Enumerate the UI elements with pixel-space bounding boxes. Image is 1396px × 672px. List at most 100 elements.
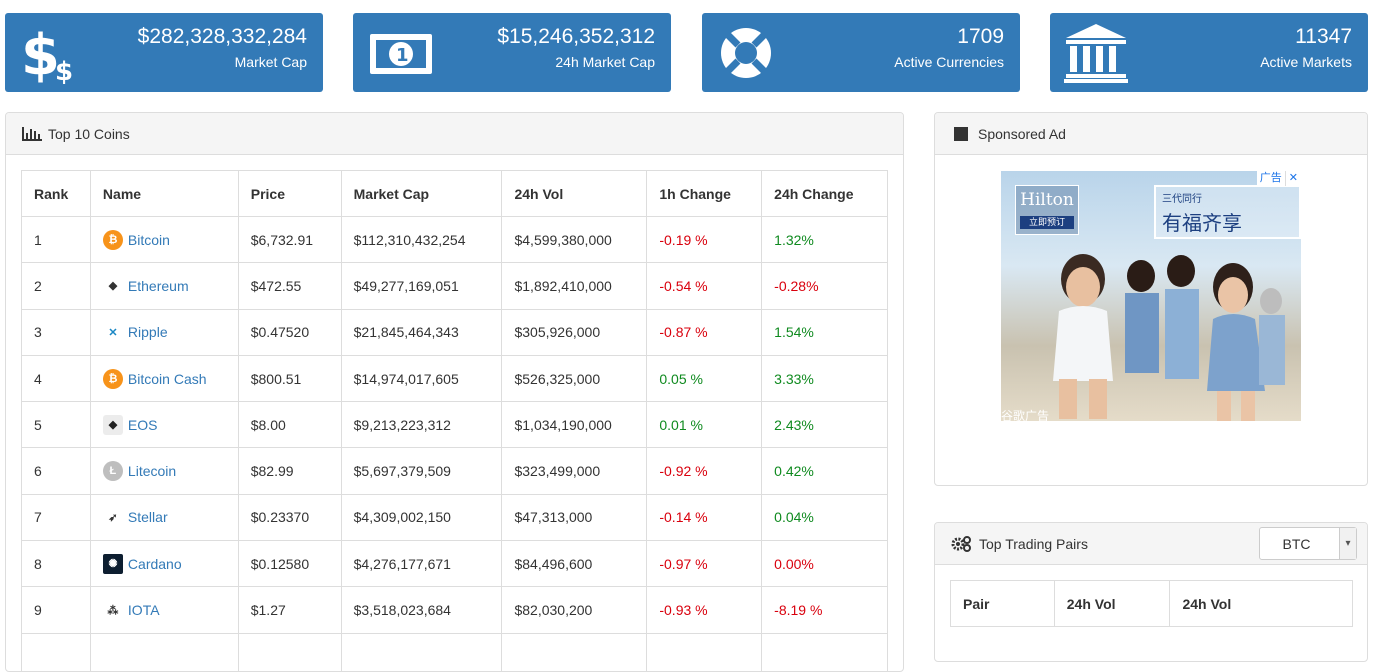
- coin-link[interactable]: ₿ Bitcoin Cash: [102, 368, 207, 389]
- table-row: 5 ◆ EOS $8.00 $9,213,223,312 $1,034,190,000 0.…: [21, 401, 888, 449]
- volume-cell: $1,034,190,000: [501, 401, 648, 449]
- table-row: 1 ₿ Bitcoin $6,732.91 $112,310,432,254 $4,599…: [21, 215, 888, 264]
- stats-row: $ $ $282,328,332,284 Market Cap 1 $15,24…: [5, 13, 1368, 92]
- dollar-icon: $ $: [21, 23, 73, 84]
- volume-cell: $4,599,380,000: [501, 215, 648, 264]
- coin-link[interactable]: Ł Litecoin: [102, 461, 177, 482]
- table-row: 8 ✺ Cardano $0.12580 $4,276,177,671 $84,496,6…: [21, 540, 888, 588]
- price-cell: $0.23370: [237, 493, 342, 542]
- column-header: Name: [89, 170, 239, 217]
- coin-link[interactable]: ◆ Ethereum: [102, 275, 189, 296]
- rank-cell: 8: [21, 540, 91, 588]
- rank-cell: 1: [21, 215, 91, 264]
- coin-icon: ➶: [102, 507, 123, 528]
- rank-cell: 4: [21, 354, 91, 403]
- name-cell: ◆ Ethereum: [89, 262, 239, 310]
- panel-title: Top 10 Coins: [48, 125, 130, 142]
- ad-footer: 谷歌广告: [1001, 409, 1050, 421]
- coin-icon: ✕: [102, 322, 123, 343]
- change-1h-cell: -0.54 %: [646, 262, 763, 310]
- currency-select[interactable]: BTC ▾: [1259, 527, 1357, 560]
- table-row: 2 ◆ Ethereum $472.55 $49,277,169,051 $1,892,4…: [21, 262, 888, 310]
- coins-table: Rank Name Price Market Cap 24h Vol 1h Ch…: [21, 170, 888, 671]
- name-cell: Ł Litecoin: [89, 447, 239, 495]
- coin-link[interactable]: ◆ EOS: [102, 414, 158, 435]
- change-24h-cell: 0.00%: [761, 540, 888, 588]
- coin-name: Ethereum: [127, 277, 189, 294]
- coin-name: Cardano: [127, 555, 182, 572]
- change-1h-cell: -0.14 %: [646, 493, 763, 542]
- coin-icon: ✺: [102, 553, 123, 574]
- empty-cell: [501, 632, 648, 671]
- stat-value: 11347: [1295, 25, 1352, 48]
- chevron-down-icon[interactable]: ▾: [1339, 528, 1356, 559]
- volume-cell: $47,313,000: [501, 493, 648, 542]
- stat-24h-market-cap: 1 $15,246,352,312 24h Market Cap: [353, 13, 671, 92]
- market-cap-cell: $4,309,002,150: [340, 493, 503, 542]
- change-24h-cell: 0.04%: [761, 493, 888, 542]
- coin-icon: ◆: [102, 275, 123, 296]
- coin-name: EOS: [127, 416, 158, 433]
- price-cell: $0.47520: [237, 308, 342, 356]
- stat-value: $282,328,332,284: [137, 25, 307, 48]
- coin-link[interactable]: ⁂ IOTA: [102, 600, 160, 621]
- empty-cell: [646, 632, 763, 671]
- bank-icon: [1064, 24, 1128, 83]
- ad-brand-sub: 立即预订: [1020, 216, 1074, 229]
- ad-badge: 广告: [1259, 172, 1282, 184]
- coin-icon: Ł: [102, 461, 123, 482]
- price-cell: $6,732.91: [237, 215, 342, 264]
- price-cell: $800.51: [237, 354, 342, 403]
- coin-link[interactable]: ₿ Bitcoin: [102, 229, 170, 250]
- column-header: Price: [237, 170, 342, 217]
- ad-choices[interactable]: 广告 ✕: [1256, 171, 1301, 186]
- coin-name: IOTA: [127, 602, 160, 619]
- change-24h-cell: -0.28%: [761, 262, 888, 310]
- stat-value: $15,246,352,312: [497, 25, 655, 48]
- name-cell: ✕ Ripple: [89, 308, 239, 356]
- column-header: 24h Change: [761, 170, 888, 217]
- panel-heading: Top 10 Coins: [6, 113, 903, 155]
- volume-cell: $82,030,200: [501, 586, 648, 634]
- select-value: BTC: [1282, 535, 1311, 552]
- empty-cell: [237, 632, 342, 671]
- sponsored-ad-panel: Sponsored Ad Hilton 立即预订 三代同行 有福齐享 广告 ✕: [934, 112, 1368, 486]
- empty-cell: [21, 632, 91, 671]
- ad-tagline-box: 三代同行 有福齐享: [1154, 185, 1301, 239]
- coin-name: Stellar: [127, 509, 168, 526]
- column-header: Market Cap: [340, 170, 503, 217]
- top-coins-panel: Top 10 Coins Rank Name Price Market Cap …: [5, 112, 904, 672]
- table-row: 9 ⁂ IOTA $1.27 $3,518,023,684 $82,030,200 -0.9…: [21, 586, 888, 634]
- coin-name: Litecoin: [127, 463, 177, 480]
- ad-banner[interactable]: Hilton 立即预订 三代同行 有福齐享 广告 ✕: [1001, 171, 1301, 421]
- coin-icon: ₿: [102, 368, 123, 389]
- price-cell: $1.27: [237, 586, 342, 634]
- svg-text:1: 1: [396, 45, 409, 66]
- table-row: 4 ₿ Bitcoin Cash $800.51 $14,974,017,605 $526…: [21, 354, 888, 403]
- volume-cell: $305,926,000: [501, 308, 648, 356]
- change-24h-cell: 0.42%: [761, 447, 888, 495]
- svg-text:$: $: [55, 57, 73, 84]
- panel-title: Sponsored Ad: [978, 125, 1066, 142]
- stat-label: Market Cap: [234, 54, 307, 70]
- price-cell: $8.00: [237, 401, 342, 449]
- square-icon: [954, 126, 968, 141]
- name-cell: ◆ EOS: [89, 401, 239, 449]
- coin-icon: ₿: [102, 229, 123, 250]
- stat-label: Active Markets: [1260, 54, 1352, 70]
- ad-close-icon[interactable]: ✕: [1284, 171, 1301, 186]
- empty-cell: [340, 632, 503, 671]
- coin-link[interactable]: ✕ Ripple: [102, 322, 168, 343]
- price-cell: $472.55: [237, 262, 342, 310]
- coin-link[interactable]: ➶ Stellar: [102, 507, 168, 528]
- name-cell: ⁂ IOTA: [89, 586, 239, 634]
- coin-link[interactable]: ✺ Cardano: [102, 553, 182, 574]
- panel-heading: Sponsored Ad: [935, 113, 1367, 155]
- market-cap-cell: $14,974,017,605: [340, 354, 503, 403]
- change-1h-cell: -0.19 %: [646, 215, 763, 264]
- svg-text:$: $: [21, 23, 60, 84]
- ad-brand: Hilton: [1020, 190, 1074, 210]
- coin-name: Bitcoin: [127, 231, 170, 248]
- column-header: 24h Vol: [1169, 580, 1353, 627]
- coin-name: Bitcoin Cash: [127, 370, 207, 387]
